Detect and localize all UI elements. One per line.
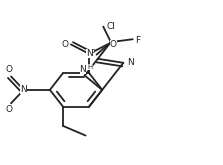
Text: F: F bbox=[89, 49, 94, 58]
Text: F: F bbox=[135, 35, 140, 45]
Text: Cl: Cl bbox=[107, 22, 116, 31]
Text: O: O bbox=[6, 105, 13, 114]
Text: N: N bbox=[80, 65, 86, 74]
Text: O: O bbox=[6, 66, 13, 74]
Text: N: N bbox=[127, 58, 133, 67]
Text: N: N bbox=[20, 85, 27, 94]
Text: O: O bbox=[110, 40, 117, 49]
Text: H: H bbox=[88, 64, 93, 70]
Text: N: N bbox=[86, 49, 93, 58]
Text: O: O bbox=[61, 40, 68, 49]
